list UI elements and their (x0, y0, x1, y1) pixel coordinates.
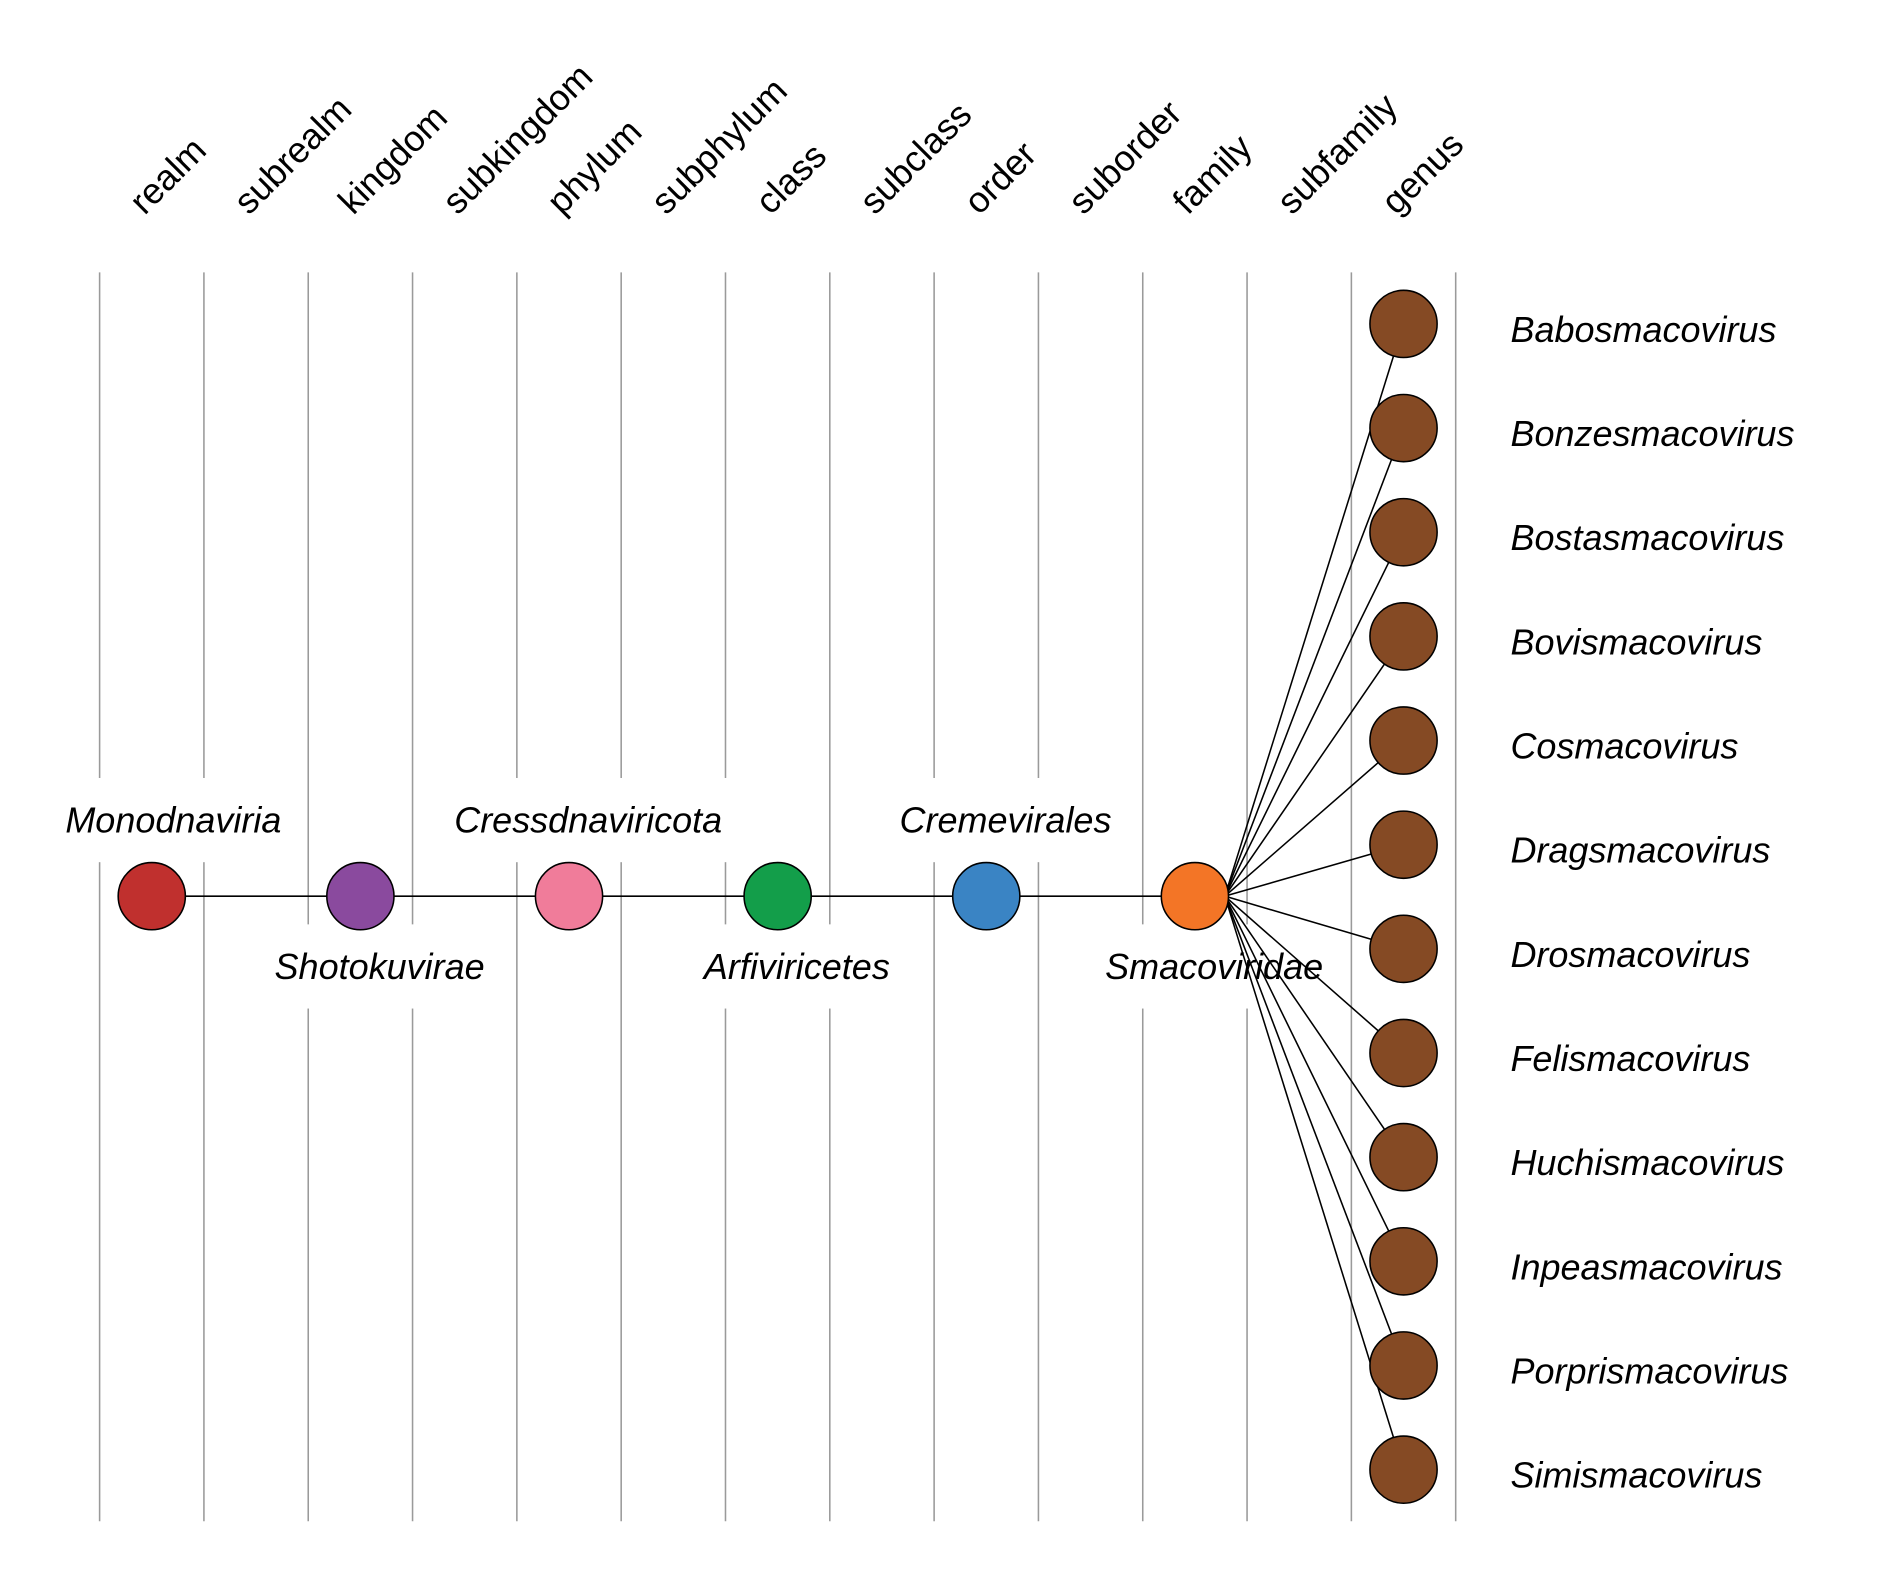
node-family (1160, 861, 1230, 931)
genus-label: Dragsmacovirus (1510, 830, 1770, 871)
genus-label: Bonzesmacovirus (1510, 413, 1794, 454)
node-genus (1369, 497, 1438, 567)
taxon-labels: Monodnaviria Shotokuvirae Cressdnaviricota… (58, 777, 1331, 1009)
edge (1224, 739, 1405, 897)
rank-label-suborder: suborder (1060, 92, 1189, 221)
nodes: Babosmacovirus Bonzesmacovirus Bostasmacov… (117, 289, 1794, 1505)
edges (151, 323, 1405, 1470)
rank-label-class: class (747, 135, 834, 222)
taxon-label-cremevirales: Cremevirales (899, 800, 1111, 841)
genus-label: Drosmacovirus (1510, 934, 1750, 975)
genus-label: Bovismacovirus (1510, 621, 1762, 662)
taxon-label-shotokuvirae: Shotokuvirae (275, 946, 485, 987)
node-genus (1369, 810, 1438, 880)
label-backdrop (892, 777, 1119, 863)
node-genus (1369, 706, 1438, 775)
node-realm (117, 861, 187, 931)
rank-label-order: order (956, 133, 1044, 221)
taxon-label-arfiviricetes: Arfiviricetes (702, 946, 890, 987)
node-genus (1369, 1122, 1438, 1192)
rank-label-genus: genus (1373, 123, 1471, 221)
genus-label: Inpeasmacovirus (1510, 1246, 1782, 1287)
edge (1224, 895, 1405, 1054)
node-genus (1369, 1018, 1438, 1088)
edge (1224, 895, 1405, 1262)
edge (1224, 635, 1405, 897)
label-backdrop (58, 777, 289, 863)
edge (1224, 895, 1405, 1158)
node-class (743, 861, 813, 931)
label-backdrop (694, 924, 898, 1009)
node-genus (1369, 393, 1438, 463)
rank-label-subclass: subclass (851, 94, 979, 222)
genus-label: Cosmacovirus (1510, 726, 1738, 767)
genus-label: Bostasmacovirus (1510, 517, 1784, 558)
rank-labels: realm subrealmkingdomsubkingdomphylumsubp… (121, 55, 1471, 221)
node-order (951, 861, 1021, 931)
edge (1224, 531, 1405, 897)
genus-label: Porprismacovirus (1510, 1350, 1788, 1391)
node-genus (1369, 602, 1438, 671)
node-genus (1369, 914, 1438, 984)
genus-label: Huchismacovirus (1510, 1142, 1784, 1183)
node-genus (1369, 1226, 1438, 1296)
edge (1224, 427, 1405, 897)
taxon-label-cressdnaviricota: Cressdnaviricota (454, 800, 722, 841)
label-backdrop (447, 777, 730, 863)
taxon-label-monodnaviria: Monodnaviria (65, 800, 281, 841)
node-genus (1369, 1435, 1438, 1505)
taxon-label-smacoviridae: Smacoviridae (1105, 946, 1323, 987)
edge (1224, 895, 1405, 1366)
rank-label-family: family (1164, 126, 1259, 221)
node-phylum (534, 861, 604, 931)
node-kingdom (326, 861, 395, 931)
genus-label: Babosmacovirus (1510, 309, 1776, 350)
node-genus (1369, 1331, 1438, 1400)
rank-label-realm: realm (121, 129, 214, 222)
label-backdrop (267, 924, 492, 1009)
genus-label: Felismacovirus (1510, 1038, 1750, 1079)
genus-label: Simismacovirus (1510, 1455, 1762, 1496)
node-genus (1369, 289, 1438, 359)
